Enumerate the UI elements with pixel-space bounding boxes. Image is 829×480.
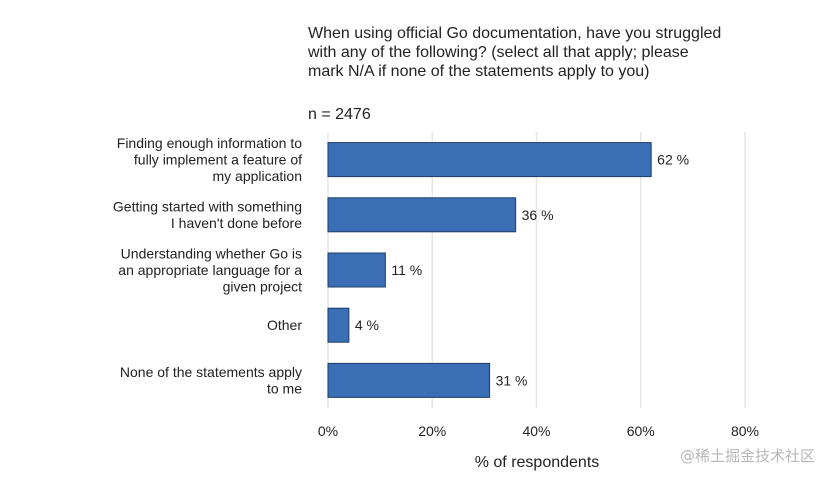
category-label: my application — [213, 168, 303, 184]
category-label: I haven't done before — [171, 215, 302, 231]
watermark-text: @稀土掘金技术社区 — [679, 447, 815, 465]
data-label: 4 % — [355, 317, 379, 333]
bar — [327, 252, 386, 288]
bar — [327, 197, 517, 233]
category-label: Other — [267, 317, 302, 333]
category-label: Finding enough information to — [117, 135, 302, 151]
chart-title: When using official Go documentation, ha… — [308, 25, 722, 80]
x-tick-label: 80% — [731, 423, 759, 439]
x-tick-label: 0% — [318, 423, 338, 439]
data-label: 11 % — [391, 262, 422, 278]
category-label: None of the statements apply — [120, 364, 302, 380]
bar — [327, 142, 652, 178]
category-label: an appropriate language for a — [118, 262, 302, 278]
category-label: fully implement a feature of — [134, 152, 302, 168]
chart-subtitle: n = 2476 — [308, 106, 371, 123]
x-tick-label: 60% — [627, 423, 655, 439]
category-label: Understanding whether Go is — [121, 246, 302, 262]
x-tick-label: 40% — [522, 423, 550, 439]
bar — [327, 362, 491, 398]
category-label: given project — [223, 279, 302, 295]
x-tick-label: 20% — [418, 423, 446, 439]
data-label: 31 % — [496, 372, 528, 388]
data-label: 36 % — [522, 207, 554, 223]
category-label: to me — [267, 381, 302, 397]
data-label: 62 % — [657, 152, 689, 168]
category-label: Getting started with something — [113, 199, 302, 215]
bar — [327, 307, 350, 343]
x-axis-label: % of respondents — [475, 454, 600, 471]
